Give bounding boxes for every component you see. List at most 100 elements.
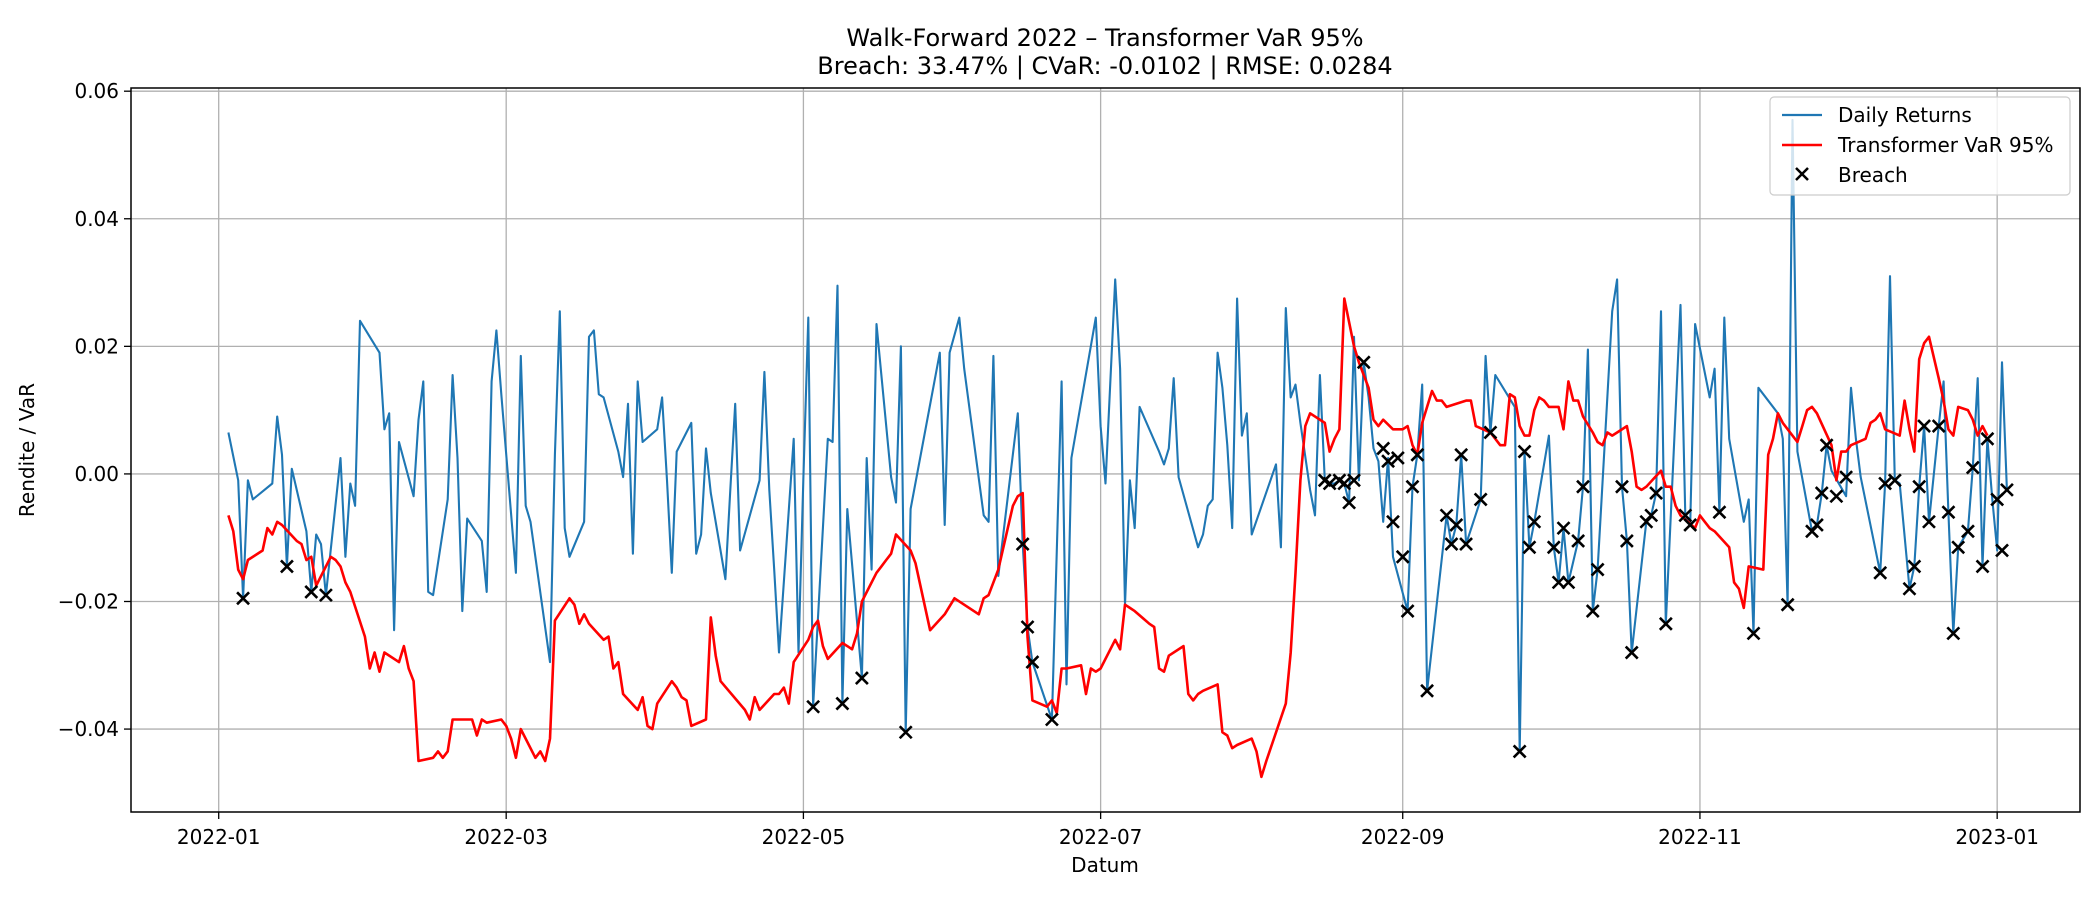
breach-marker — [1922, 514, 1936, 529]
breach-marker — [1395, 549, 1410, 564]
legend: Daily Returns Transformer VaR 95% Breach — [1769, 96, 2071, 196]
breach-marker — [1546, 540, 1561, 555]
y-axis-label: Rendite / VaR — [15, 383, 39, 517]
breach-marker — [1020, 620, 1035, 634]
breach-marker — [318, 588, 333, 603]
breach-marker — [1571, 533, 1586, 548]
breach-marker — [1347, 473, 1361, 488]
chart-subtitle: Breach: 33.47% | CVaR: -0.0102 | RMSE: 0… — [817, 52, 1392, 80]
breach-marker — [1615, 479, 1629, 494]
breach-marker — [1322, 476, 1337, 491]
y-tick-label: 0.06 — [74, 79, 119, 103]
breach-marker — [1678, 508, 1693, 523]
breach-marker — [1907, 559, 1922, 574]
breach-marker — [1839, 470, 1854, 485]
breach-marker — [1410, 447, 1425, 462]
breach-marker — [1449, 518, 1464, 532]
breach-marker — [1931, 419, 1946, 433]
chart-title: Walk-Forward 2022 – Transformer VaR 95% — [846, 24, 1363, 52]
breach-marker — [1746, 626, 1761, 641]
breach-marker — [1015, 537, 1030, 552]
breach-marker — [1965, 460, 1980, 475]
breach-marker — [835, 696, 850, 711]
axis-ticks: 2022-01 2022-03 2022-05 2022-07 2022-09 2022-… — [58, 79, 2039, 849]
x-tick-label: 2023-01 — [1955, 825, 2039, 849]
breach-marker — [1527, 514, 1542, 529]
breach-marker — [1512, 744, 1527, 759]
series-line-daily-returns — [227, 118, 2008, 753]
breach-marker — [1561, 575, 1576, 590]
breach-marker — [854, 671, 869, 685]
breach-marker — [1780, 597, 1795, 612]
legend-breach-label: Breach — [1838, 163, 1908, 187]
breach-marker — [1887, 473, 1902, 488]
x-axis-label: Datum — [1071, 853, 1139, 877]
plot-area-frame — [130, 87, 2081, 813]
x-tick-label: 2022-03 — [464, 825, 548, 849]
breach-marker — [1644, 508, 1659, 523]
breach-marker — [1951, 540, 1966, 555]
breach-marker — [1917, 419, 1931, 433]
y-tick-label: −0.04 — [58, 717, 119, 741]
breach-marker — [1712, 505, 1727, 520]
breach-marker — [1044, 712, 1059, 727]
breach-marker — [1590, 562, 1605, 577]
breach-marker — [1975, 559, 1990, 574]
breach-marker — [1390, 451, 1405, 465]
breach-marker — [280, 559, 294, 574]
breach-marker — [1400, 604, 1415, 618]
breach-marker — [1454, 447, 1469, 462]
breach-marker — [1941, 505, 1956, 520]
breach-marker — [1819, 438, 1834, 453]
breach-marker — [1999, 482, 2014, 497]
breach-marker — [1585, 604, 1600, 618]
x-tick-label: 2022-01 — [177, 825, 261, 849]
breach-marker — [1912, 479, 1927, 494]
legend-box — [1769, 96, 2071, 196]
breach-marker — [1337, 476, 1352, 491]
breach-marker — [1342, 495, 1357, 510]
breach-marker — [1873, 565, 1888, 580]
x-tick-label: 2022-09 — [1361, 825, 1445, 849]
y-tick-label: −0.02 — [58, 589, 119, 613]
x-tick-label: 2022-07 — [1059, 825, 1143, 849]
breach-marker — [806, 699, 821, 714]
legend-breach-marker — [1795, 167, 1809, 181]
breach-marker — [1814, 486, 1829, 500]
breach-marker — [1459, 537, 1473, 552]
breach-marker — [1556, 521, 1571, 536]
breach-marker — [1483, 425, 1498, 440]
y-tick-label: 0.02 — [74, 334, 119, 358]
breach-marker — [898, 725, 913, 740]
breach-marker — [1444, 537, 1459, 552]
breach-marker — [1522, 540, 1537, 555]
breach-marker — [1946, 626, 1961, 641]
y-tick-label: 0.00 — [74, 462, 119, 486]
breach-marker — [1878, 476, 1893, 491]
breach-marker — [1961, 524, 1975, 539]
breach-marker — [1517, 444, 1532, 459]
breach-marker — [1025, 655, 1040, 670]
breach-marker — [1649, 486, 1664, 500]
breach-marker — [236, 591, 250, 606]
y-tick-label: 0.04 — [74, 207, 119, 231]
breach-marker — [1624, 645, 1639, 660]
breach-marker — [1980, 431, 1995, 446]
plot-series — [227, 118, 2014, 779]
x-tick-label: 2022-11 — [1658, 825, 1742, 849]
breach-marker — [1809, 518, 1824, 532]
breach-marker — [1473, 492, 1488, 507]
x-tick-label: 2022-05 — [762, 825, 846, 849]
breach-marker — [1386, 514, 1400, 529]
breach-marker — [1376, 441, 1391, 456]
breach-marker — [1902, 581, 1917, 596]
breach-marker — [1405, 479, 1420, 494]
breach-marker — [1619, 533, 1634, 548]
breach-marker — [1381, 454, 1396, 469]
breach-marker — [1995, 543, 2009, 558]
breach-marker — [304, 585, 319, 599]
legend-daily-returns-label: Daily Returns — [1838, 103, 1972, 127]
series-line-transformer-var-95 — [227, 297, 1989, 779]
